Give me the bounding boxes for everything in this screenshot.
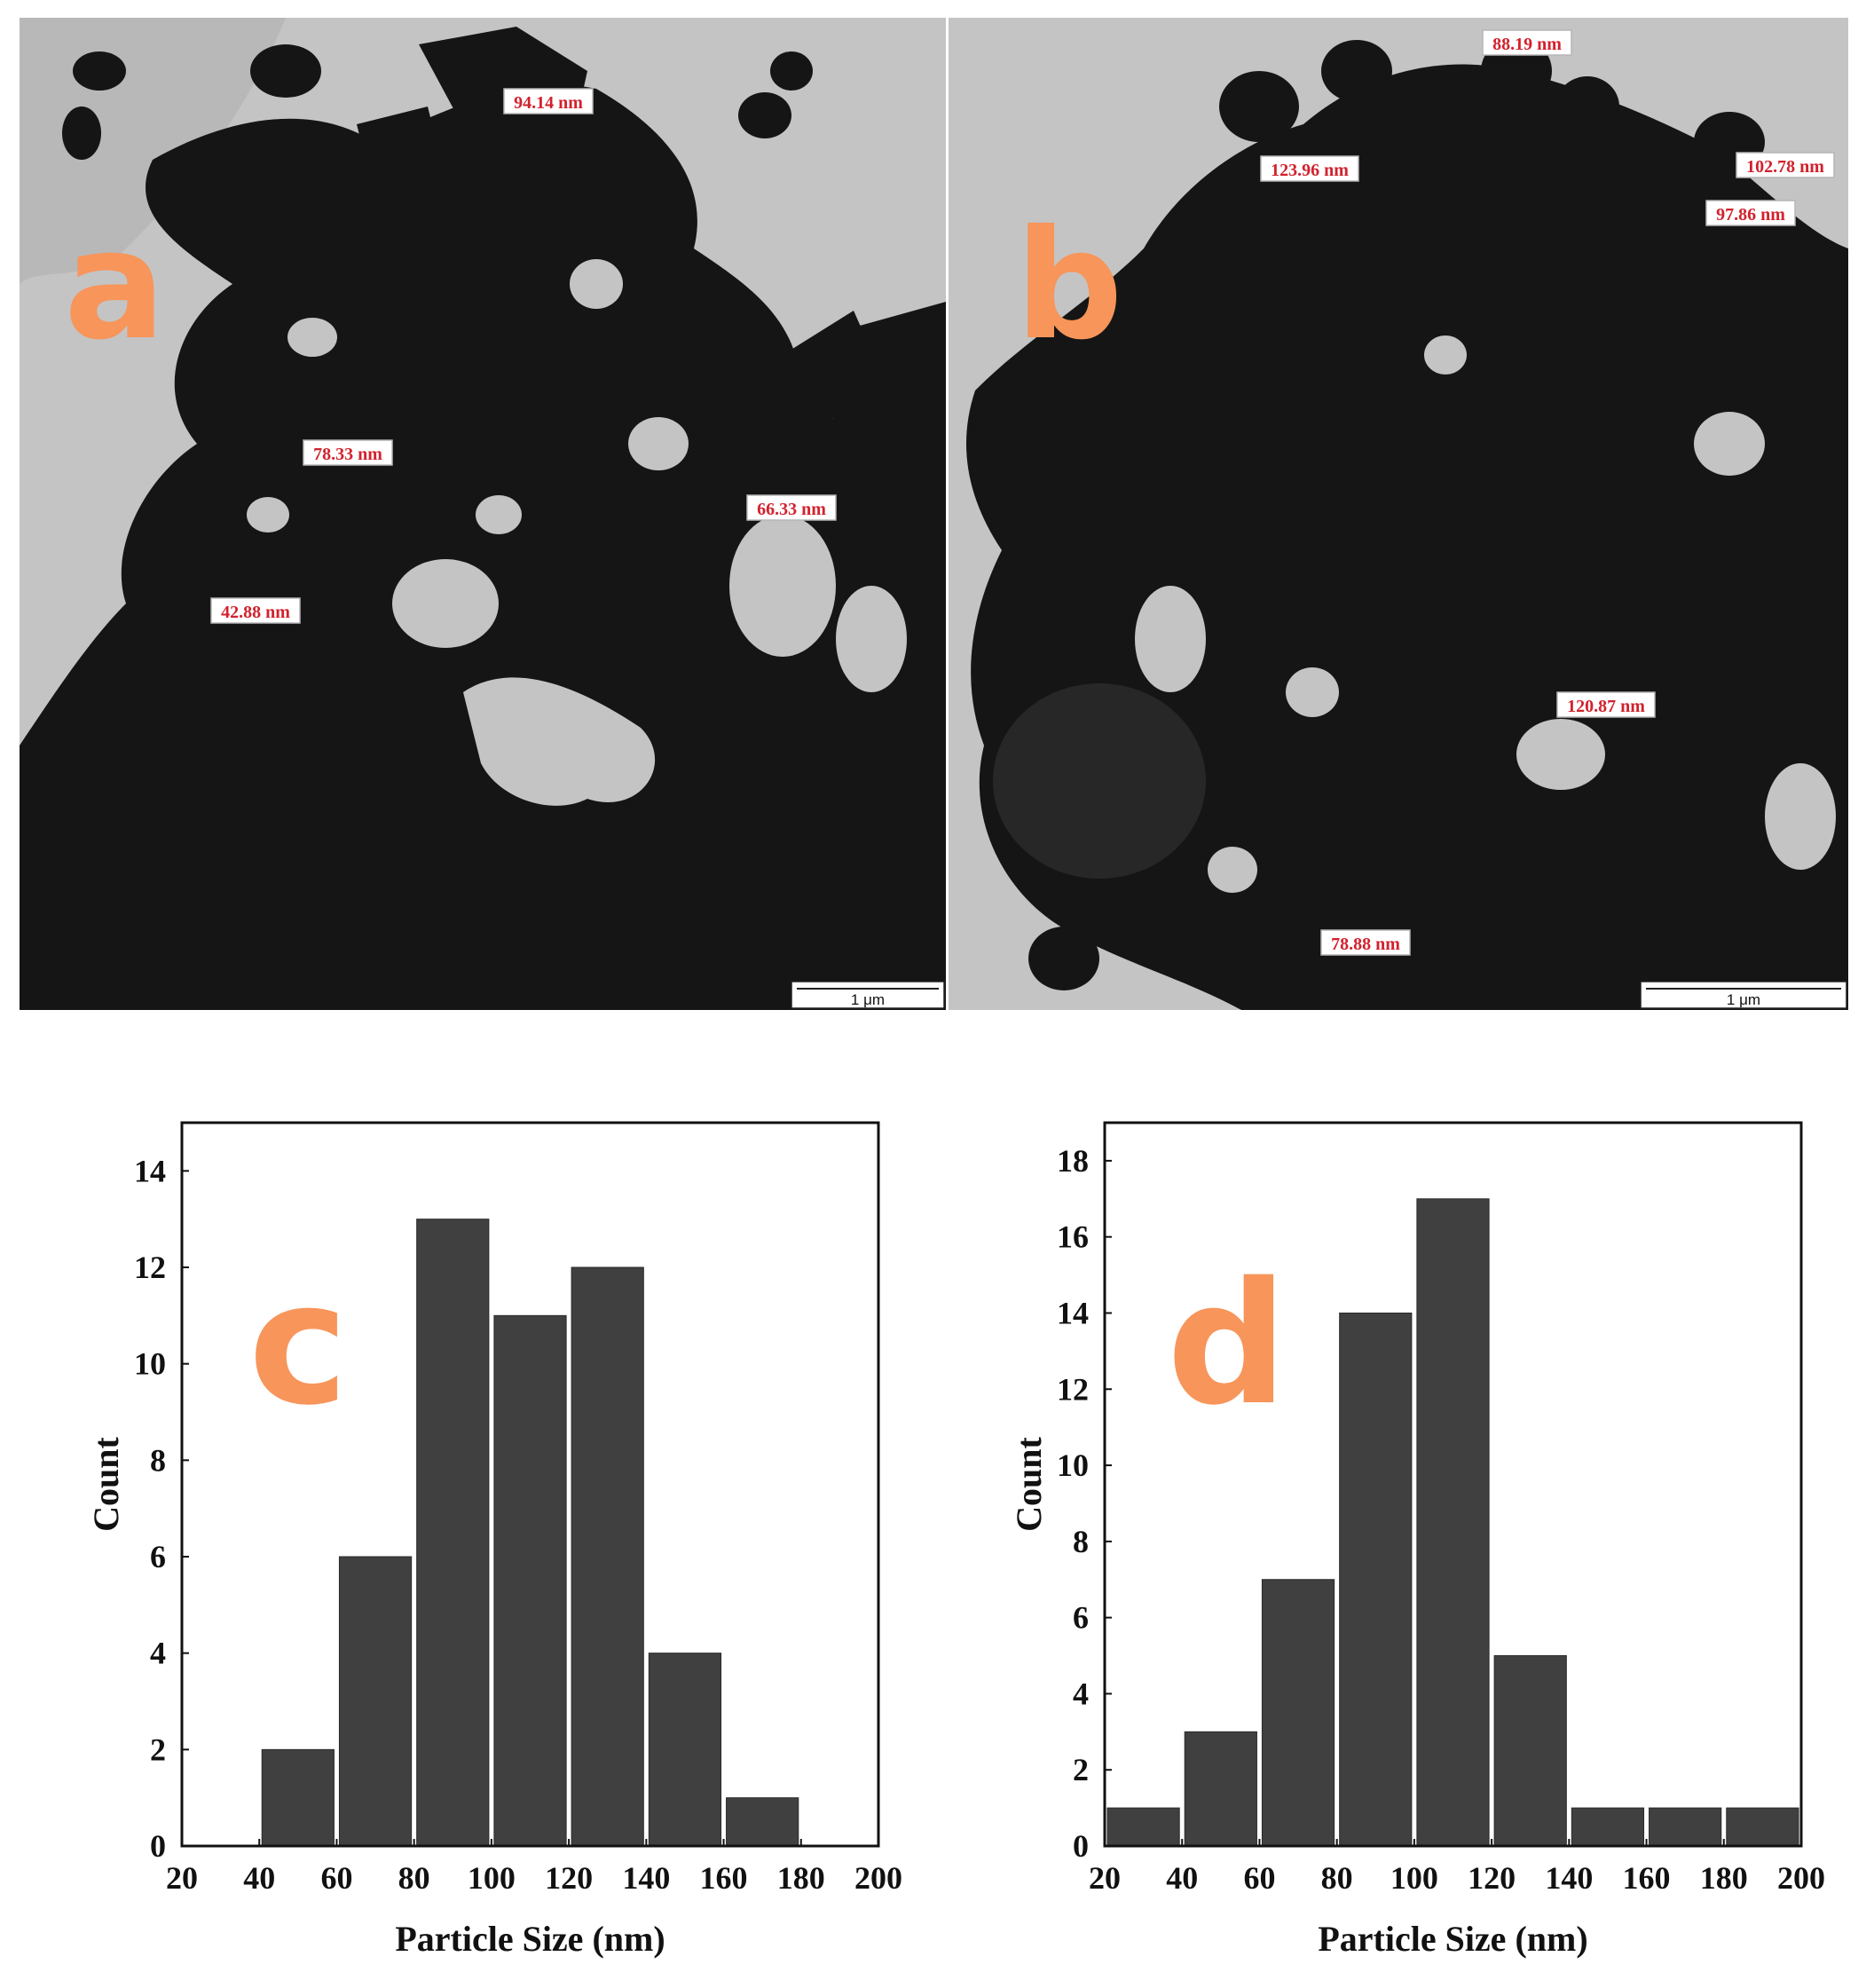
y-tick-label: 16 [1057, 1219, 1089, 1255]
y-tick-label: 10 [1057, 1448, 1089, 1483]
x-tick-label: 100 [1390, 1860, 1438, 1896]
panel-letter-d: d [1167, 1246, 1287, 1442]
panel-letter-a: a [64, 198, 166, 374]
plot-frame [180, 1121, 880, 1848]
y-tick-label: 14 [134, 1153, 166, 1188]
particle-agglomerate [20, 27, 946, 1010]
x-tick-label: 160 [1623, 1860, 1671, 1896]
histogram-bar [1726, 1807, 1799, 1847]
y-axis-title: Count [1009, 1436, 1049, 1531]
histogram-bar [1493, 1655, 1567, 1847]
y-tick-label: 14 [1057, 1295, 1089, 1330]
histogram-bar [1106, 1807, 1180, 1847]
x-tick-label: 60 [320, 1860, 352, 1896]
y-tick-label: 0 [150, 1828, 166, 1864]
svg-text:42.88 nm: 42.88 nm [221, 603, 290, 622]
histogram-d: 20 40 60 80 100 120 140 160 180 200 0 2 4 6 8 10 12 14 16 1… [994, 1105, 1846, 1984]
svg-text:102.78 nm: 102.78 nm [1746, 157, 1824, 177]
x-tick-label: 200 [854, 1860, 902, 1896]
histogram-c: 20 40 60 80 100 120 140 160 180 200 0 2 4 6 8 10 12 14 Par… [71, 1105, 923, 1984]
y-tick-label: 6 [1073, 1600, 1089, 1636]
x-tick-label: 120 [545, 1860, 593, 1896]
measurement-label: 94.14 nm [503, 88, 594, 114]
histogram-bar [416, 1219, 490, 1847]
y-tick-label: 0 [1073, 1828, 1089, 1864]
x-tick-label: 80 [398, 1860, 430, 1896]
svg-text:97.86 nm: 97.86 nm [1716, 205, 1785, 225]
y-tick-label: 12 [134, 1250, 166, 1285]
y-tick-label: 8 [150, 1442, 166, 1478]
measurement-label: 42.88 nm [210, 597, 301, 624]
measurement-label: 97.86 nm [1705, 200, 1796, 226]
tem-image-b: b 88.19 nm 123.96 nm 102.78 nm 97.86 nm … [949, 18, 1848, 1010]
x-tick-label: 100 [468, 1860, 516, 1896]
x-tick-label: 160 [700, 1860, 748, 1896]
y-tick-label: 6 [150, 1539, 166, 1574]
y-tick-label: 8 [1073, 1524, 1089, 1559]
x-tick-label: 180 [1700, 1860, 1748, 1896]
svg-text:78.33 nm: 78.33 nm [313, 445, 382, 464]
tem-image-a: a 94.14 nm 78.33 nm 66.33 nm 42.88 nm 1 … [20, 18, 946, 1010]
y-tick-label: 4 [150, 1636, 166, 1671]
y-axis-title: Count [86, 1436, 126, 1531]
x-tick-label: 180 [777, 1860, 825, 1896]
histogram-d-svg: 20 40 60 80 100 120 140 160 180 200 0 2 4 6 8 10 12 14 16 1… [1009, 1121, 1825, 1959]
svg-text:94.14 nm: 94.14 nm [514, 93, 583, 113]
x-tick-label: 40 [243, 1860, 275, 1896]
x-tick-label: 120 [1468, 1860, 1516, 1896]
histogram-bar [1261, 1579, 1335, 1847]
measurement-label: 78.88 nm [1320, 929, 1411, 956]
histogram-bar [1339, 1312, 1413, 1847]
measurement-label: 78.33 nm [303, 439, 393, 466]
x-tick-label: 200 [1777, 1860, 1825, 1896]
y-tick-label: 4 [1073, 1676, 1089, 1711]
histogram-c-svg: 20 40 60 80 100 120 140 160 180 200 0 2 4 6 8 10 12 14 Par… [86, 1121, 902, 1959]
measurement-label: 88.19 nm [1482, 29, 1572, 56]
svg-text:120.87 nm: 120.87 nm [1567, 697, 1645, 716]
measurement-label: 123.96 nm [1260, 155, 1359, 182]
svg-text:78.88 nm: 78.88 nm [1331, 935, 1400, 954]
scale-bar: 1 μm [1640, 981, 1847, 1009]
histogram-bar [338, 1556, 413, 1847]
scale-bar: 1 μm [791, 981, 945, 1009]
x-tick-label: 40 [1166, 1860, 1198, 1896]
x-axis-title: Particle Size (nm) [395, 1919, 665, 1959]
x-axis-title: Particle Size (nm) [1318, 1919, 1587, 1959]
svg-text:1 μm: 1 μm [1727, 991, 1760, 1008]
plot-frame [1103, 1121, 1803, 1848]
measurement-label: 120.87 nm [1556, 691, 1656, 718]
x-tick-label: 140 [1545, 1860, 1593, 1896]
histogram-bar [1649, 1807, 1722, 1847]
panel-letter-b: b [1015, 198, 1123, 374]
histogram-bar [1571, 1807, 1645, 1847]
x-tick-label: 20 [166, 1860, 198, 1896]
y-tick-label: 18 [1057, 1143, 1089, 1179]
histogram-bar [1416, 1198, 1490, 1847]
x-tick-label: 80 [1321, 1860, 1353, 1896]
y-tick-label: 10 [134, 1346, 166, 1382]
panel-letter-c: c [248, 1246, 349, 1442]
histogram-bar [726, 1797, 799, 1847]
histogram-bar [648, 1653, 722, 1847]
y-tick-label: 2 [1073, 1752, 1089, 1787]
x-tick-label: 20 [1089, 1860, 1121, 1896]
measurement-label: 102.78 nm [1736, 152, 1835, 178]
svg-text:66.33 nm: 66.33 nm [757, 500, 826, 519]
histogram-bar [493, 1314, 567, 1847]
y-tick-label: 2 [150, 1732, 166, 1767]
svg-text:1 μm: 1 μm [851, 991, 885, 1008]
svg-text:123.96 nm: 123.96 nm [1271, 161, 1349, 180]
histogram-bar [261, 1748, 335, 1847]
y-tick-label: 12 [1057, 1371, 1089, 1407]
measurement-label: 66.33 nm [746, 494, 837, 521]
histogram-bar [571, 1266, 644, 1847]
x-tick-label: 140 [622, 1860, 670, 1896]
x-tick-label: 60 [1243, 1860, 1275, 1896]
histogram-bar [1184, 1731, 1257, 1847]
svg-text:88.19 nm: 88.19 nm [1492, 35, 1562, 54]
